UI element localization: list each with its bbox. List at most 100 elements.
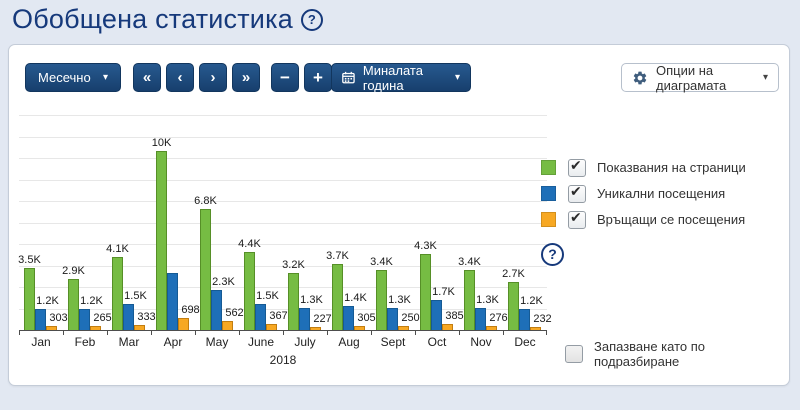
save-default-row: Запазване като по подразбиране xyxy=(565,339,789,369)
bar xyxy=(167,273,178,331)
date-range-select[interactable]: Миналата година ▾ xyxy=(331,62,471,93)
legend-item: Връщащи се посещения xyxy=(541,209,785,229)
x-axis-month-label: June xyxy=(247,335,275,349)
legend-label: Връщащи се посещения xyxy=(597,212,746,227)
legend-swatch xyxy=(541,160,556,175)
x-axis-tick xyxy=(195,331,196,335)
bar-value-label: 2.9K xyxy=(62,265,85,277)
legend-item: Уникални посещения xyxy=(541,183,785,203)
nav-next-button[interactable]: › xyxy=(199,63,227,92)
date-range-label: Миналата година xyxy=(362,62,423,93)
statistics-panel: Месечно ▾ « ‹ › » − + Миналата година ▾ … xyxy=(8,44,790,386)
legend-checkbox-0[interactable] xyxy=(568,157,586,177)
gridline xyxy=(19,136,547,138)
gridline xyxy=(19,308,547,310)
x-axis-tick xyxy=(459,331,460,335)
bar xyxy=(376,270,387,331)
bar-value-label: 385 xyxy=(445,310,464,322)
x-axis-month-label: Apr xyxy=(163,335,183,349)
bar xyxy=(299,308,310,331)
bar-value-label: 1.4K xyxy=(344,292,367,304)
x-axis-month-label: Sept xyxy=(380,335,406,349)
bar-group-oct: 4.3K 1.7K 385 Oct xyxy=(414,111,464,349)
bar-value-label: 1.3K xyxy=(476,294,499,306)
legend-label: Уникални посещения xyxy=(597,186,726,201)
bar xyxy=(156,151,167,331)
period-select[interactable]: Месечно ▾ xyxy=(25,63,121,92)
bar-group-mar: 4.1K 1.5K 333 Mar xyxy=(106,111,156,349)
x-axis-tick xyxy=(19,331,20,335)
bar-group-aug: 3.7K 1.4K 305 Aug xyxy=(326,111,376,349)
zoom-out-button[interactable]: − xyxy=(271,63,299,92)
x-axis-tick xyxy=(151,331,152,335)
save-default-checkbox[interactable] xyxy=(565,345,583,363)
chart-plot-area: 3.5K 1.2K 303 Jan 2.9K 1.2K 265 Feb 4.1K 1.5K 333 M… xyxy=(18,111,552,367)
bar-value-label: 1.2K xyxy=(520,295,543,307)
bar xyxy=(332,264,343,331)
x-axis-tick xyxy=(415,331,416,335)
bar-value-label: 1.3K xyxy=(388,294,411,306)
x-axis-month-label: Oct xyxy=(427,335,447,349)
bar-group-feb: 2.9K 1.2K 265 Feb xyxy=(62,111,112,349)
chart-options-button[interactable]: Опции на диаграмата ▾ xyxy=(621,63,779,93)
bar-value-label: 1.5K xyxy=(256,290,279,302)
bar-value-label: 303 xyxy=(49,312,68,324)
bar xyxy=(508,282,519,331)
bar-value-label: 1.3K xyxy=(300,294,323,306)
legend-checkbox-1[interactable] xyxy=(568,183,586,203)
bar xyxy=(464,270,475,331)
x-axis-tick xyxy=(239,331,240,335)
bar-value-label: 232 xyxy=(533,313,552,325)
bar xyxy=(35,309,46,331)
nav-prev-button[interactable]: ‹ xyxy=(166,63,194,92)
x-axis-tick xyxy=(327,331,328,335)
nav-first-button[interactable]: « xyxy=(133,63,161,92)
title-help-icon[interactable]: ? xyxy=(300,8,323,31)
x-axis-month-label: Dec xyxy=(514,335,536,349)
x-axis-month-label: May xyxy=(205,335,229,349)
chevron-down-icon: ▾ xyxy=(762,71,768,83)
gridline xyxy=(19,287,547,288)
bar xyxy=(431,300,442,331)
legend-swatch xyxy=(541,212,556,227)
gear-icon xyxy=(633,71,647,84)
bar xyxy=(255,304,266,331)
legend-checkbox-2[interactable] xyxy=(568,209,586,229)
chart-legend: Показвания на страници Уникални посещения… xyxy=(541,157,785,237)
bar xyxy=(112,257,123,331)
x-axis-month-label: July xyxy=(294,335,316,349)
calendar-icon xyxy=(342,71,355,84)
bar xyxy=(244,252,255,331)
legend-label: Показвания на страници xyxy=(597,160,746,175)
legend-swatch xyxy=(541,186,556,201)
bar-value-label: 1.7K xyxy=(432,286,455,298)
x-axis-month-label: Mar xyxy=(118,335,140,349)
zoom-in-button[interactable]: + xyxy=(304,63,332,92)
chevron-down-icon: ▾ xyxy=(454,71,460,83)
bar-value-label: 3.7K xyxy=(326,250,349,262)
nav-last-button[interactable]: » xyxy=(232,63,260,92)
bar-value-label: 4.3K xyxy=(414,240,437,252)
bar-value-label: 1.5K xyxy=(124,290,147,302)
bar xyxy=(343,306,354,331)
gridline xyxy=(19,201,547,202)
x-axis-tick xyxy=(63,331,64,335)
bar-value-label: 2.7K xyxy=(502,268,525,280)
bar-value-label: 698 xyxy=(181,304,200,316)
bar-value-label: 305 xyxy=(357,312,376,324)
bar-group-apr: 10K 698 Apr xyxy=(151,111,200,349)
chevron-down-icon: ▾ xyxy=(102,71,108,83)
gridline xyxy=(19,244,547,245)
bar-value-label: 3.4K xyxy=(458,256,481,268)
bar-group-july: 3.2K 1.3K 227 July xyxy=(282,111,332,349)
legend-item: Показвания на страници xyxy=(541,157,785,177)
x-axis-tick xyxy=(503,331,504,335)
bar xyxy=(420,254,431,331)
bar xyxy=(200,209,211,331)
bar-value-label: 265 xyxy=(93,312,112,324)
legend-help-icon[interactable]: ? xyxy=(541,243,564,266)
bar xyxy=(24,268,35,331)
gridline xyxy=(19,265,547,267)
bar-value-label: 250 xyxy=(401,312,420,324)
bar-group-may: 6.8K 2.3K 562 May xyxy=(194,111,244,349)
